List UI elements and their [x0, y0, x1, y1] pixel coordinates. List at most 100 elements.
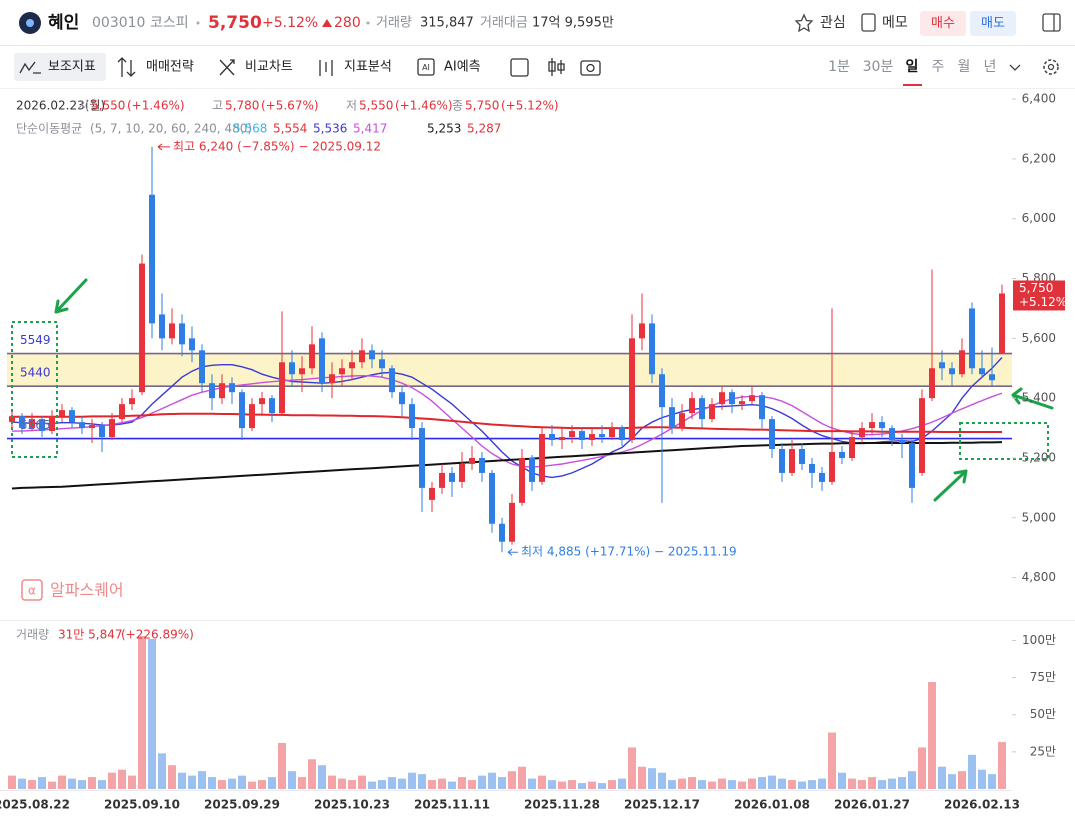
period-button[interactable]: 년: [984, 59, 997, 75]
memo-button[interactable]: 메모: [882, 15, 908, 31]
volume-bar: [68, 778, 76, 789]
candle-body: [349, 362, 355, 369]
tool-active-bg: [14, 53, 106, 81]
tool-button[interactable]: 매매전략: [146, 60, 194, 75]
candle-body: [479, 457, 485, 473]
period-button-active[interactable]: 일: [906, 59, 919, 75]
volume-bar: [718, 778, 726, 789]
volume-bar: [108, 772, 116, 789]
buy-button[interactable]: 매수: [931, 16, 955, 31]
volume-label: 거래량: [376, 16, 412, 31]
candle-body: [839, 452, 845, 458]
volume-bar: [498, 777, 506, 789]
volume-bar: [428, 780, 436, 789]
camera-icon[interactable]: [580, 60, 601, 76]
volume-bar: [928, 682, 936, 789]
y-tick-label: 6,000: [1022, 211, 1056, 225]
candle-body: [639, 323, 645, 339]
x-tick-label: 2025.12.17: [624, 798, 700, 812]
ma-line: [11, 441, 1003, 490]
volume: 315,847: [420, 16, 474, 31]
chevron[interactable]: [1009, 64, 1021, 71]
x-tick-label: 2025.11.28: [524, 798, 600, 812]
volume-tick-label: 25만: [1030, 744, 1056, 758]
y-tick-label: 5,400: [1022, 391, 1056, 405]
ohlc-label: 고: [212, 99, 223, 113]
price: 5,750: [208, 13, 262, 33]
x-tick-label: 2025.08.22: [0, 798, 70, 812]
volume-bar: [28, 780, 36, 789]
candle-body: [729, 392, 735, 405]
candle-body: [249, 404, 255, 429]
sell-button[interactable]: 매도: [981, 16, 1005, 31]
volume-bar: [168, 765, 176, 789]
volume-bar: [228, 778, 236, 789]
candle-body: [39, 419, 45, 432]
volume-bar: [608, 780, 616, 789]
volume-bar: [398, 778, 406, 789]
candle-body: [59, 410, 65, 417]
panel-toggle[interactable]: [1042, 13, 1061, 32]
period-button[interactable]: 월: [958, 59, 971, 75]
candle-body: [589, 434, 595, 441]
candle-body: [419, 428, 425, 488]
candle-body: [399, 392, 405, 405]
watch-button[interactable]: 관심: [820, 15, 846, 31]
volume-bar: [678, 778, 686, 789]
settings-icon[interactable]: [1043, 59, 1059, 75]
candle-body: [139, 263, 145, 393]
price-tag: [1013, 280, 1065, 311]
candle-body: [919, 398, 925, 473]
volume-bar: [408, 772, 416, 789]
level-label: 5265: [20, 418, 51, 432]
ohlc-label: 저: [346, 99, 357, 113]
period-button[interactable]: 30분: [863, 59, 894, 75]
checkbox-icon[interactable]: [510, 58, 529, 77]
low-arrow: [507, 548, 518, 556]
volume-bar: [958, 771, 966, 789]
volume-bar: [248, 781, 256, 789]
dot: [366, 21, 370, 25]
ohlc-value: 5,550: [91, 99, 125, 113]
camera-lens: [586, 63, 595, 73]
volume-bar: [548, 780, 556, 789]
overlay: 2026.02.23(월) 시 5,550 (+1.46%) 고 5,780 (…: [0, 92, 1075, 812]
y-tick-label: 4,800: [1022, 570, 1056, 584]
sell-button-bg[interactable]: [970, 11, 1016, 36]
tool-button[interactable]: 지표분석: [344, 60, 392, 75]
ohlc-pct: (+5.67%): [261, 99, 319, 113]
candle-body: [619, 428, 625, 441]
volume-bar: [18, 778, 26, 789]
memo-icon[interactable]: [861, 13, 876, 32]
period-button[interactable]: 주: [932, 59, 945, 75]
volume-pct: (+226.89%): [121, 628, 194, 642]
volume-bar: [528, 778, 536, 789]
candle-body: [999, 293, 1005, 354]
high-arrow: [157, 143, 170, 151]
tool-button[interactable]: AI예측: [444, 60, 481, 75]
candle-body: [329, 374, 335, 384]
period-button[interactable]: 1분: [828, 59, 850, 75]
volume-bar: [258, 780, 266, 789]
candle-body: [229, 383, 235, 393]
price-tag-value: 5,750: [1019, 281, 1053, 295]
volume-bar: [448, 781, 456, 789]
candle-body: [189, 338, 195, 351]
candle-icon[interactable]: [548, 58, 565, 76]
volume-bar: [868, 777, 876, 789]
volume-bar: [648, 768, 656, 789]
tool-icon: [417, 58, 435, 76]
volume-bar: [308, 759, 316, 789]
ohlc-pct: (+1.46%): [395, 99, 453, 113]
dot: [196, 21, 200, 25]
volume-tick-label: 100만: [1022, 633, 1056, 647]
candle-body: [49, 416, 55, 432]
volume-tick-label: 75만: [1030, 670, 1056, 684]
star-icon[interactable]: [794, 13, 814, 33]
buy-button-bg[interactable]: [920, 11, 966, 36]
x-tick-label: 2025.10.23: [314, 798, 390, 812]
tool-button[interactable]: 비교차트: [245, 60, 293, 75]
tool-button[interactable]: 보조지표: [48, 60, 96, 75]
candle-body: [909, 443, 915, 488]
info-date: 2026.02.23(월): [16, 99, 105, 113]
